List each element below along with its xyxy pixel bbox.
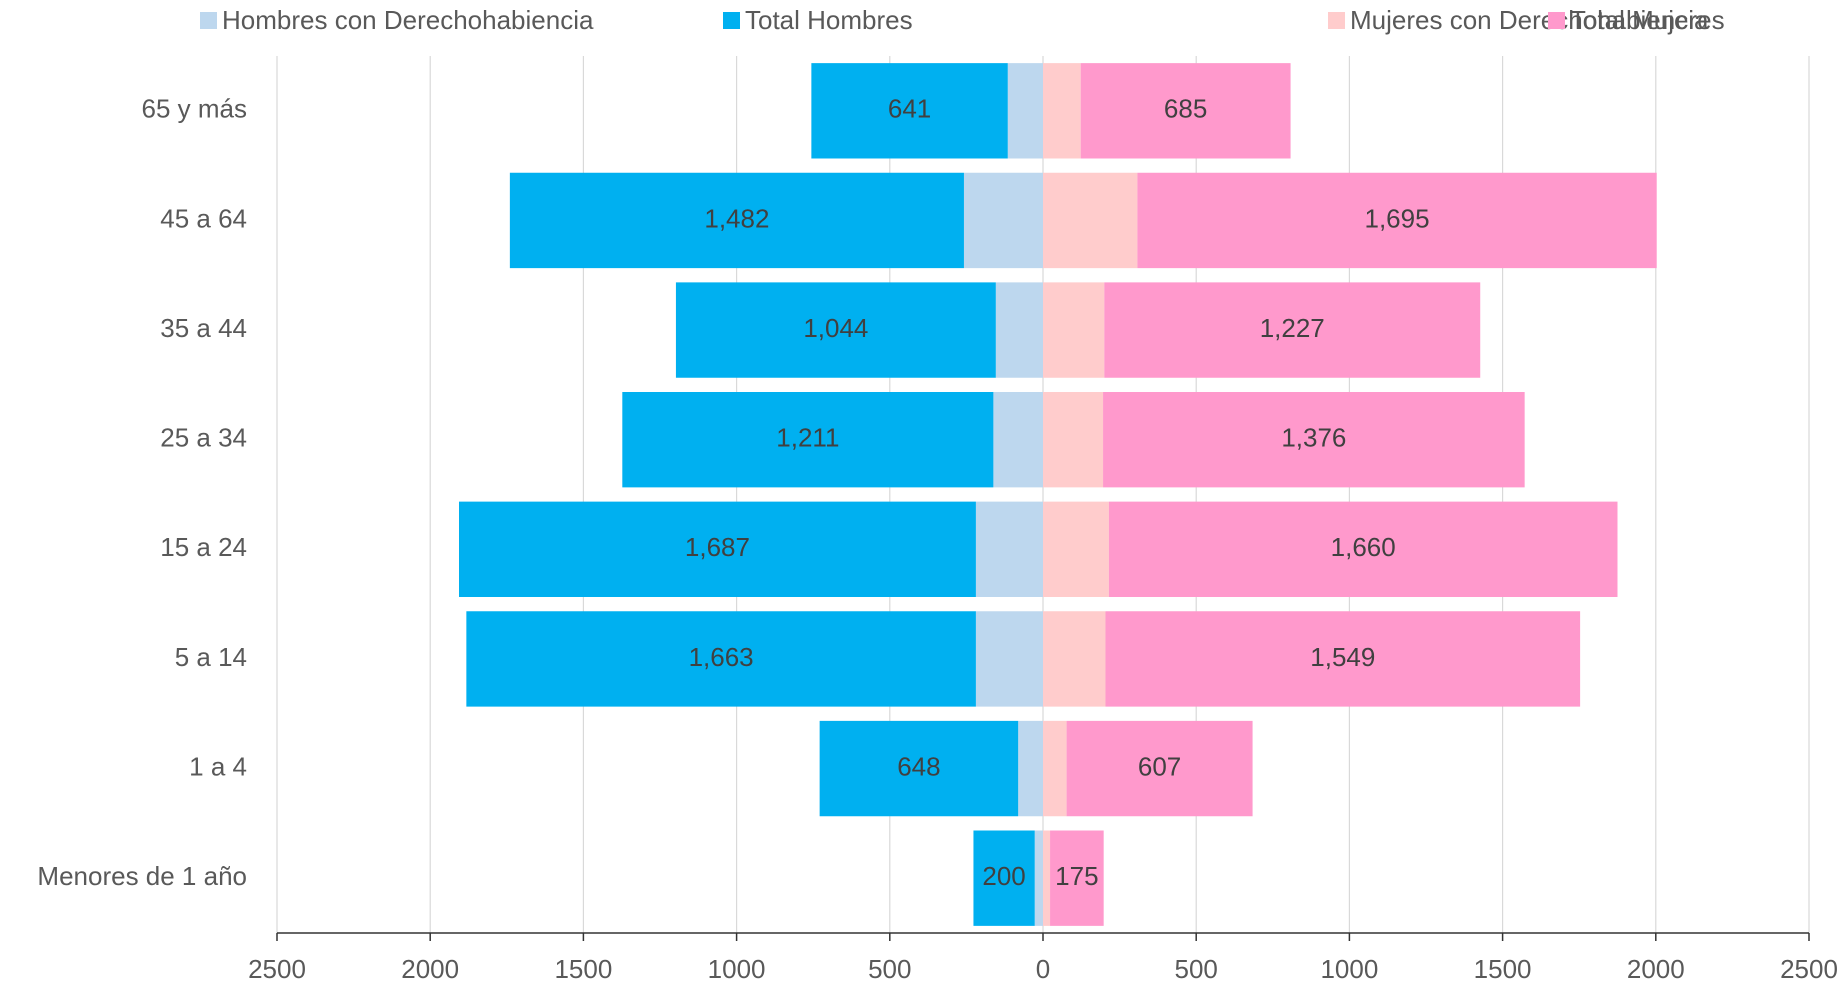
x-tick-label: 500 [1175,954,1218,984]
y-tick-label: 5 a 14 [175,642,247,672]
x-tick-label: 500 [868,954,911,984]
bar [1066,720,1253,817]
bar [1043,172,1138,269]
bar [1137,172,1657,269]
bar [993,392,1043,488]
bar [459,501,976,597]
y-tick-label: 45 a 64 [160,203,247,233]
bar [1043,63,1081,159]
x-tick-label: 2000 [401,954,459,984]
bar [1103,392,1525,488]
x-tick-label: 1500 [1474,954,1532,984]
legend-swatch [200,12,217,29]
data-label: 1,044 [803,313,868,343]
data-label: 1,660 [1331,532,1396,562]
bar [1043,611,1106,707]
y-tick-label: 25 a 34 [160,423,247,453]
legend-swatch [1328,12,1345,29]
bar [509,172,964,269]
data-label: 1,211 [776,423,839,453]
bar [1043,501,1109,597]
bar [1043,282,1105,378]
x-tick-label: 2500 [248,954,306,984]
data-label: 685 [1164,94,1207,124]
legend-label: Total Hombres [745,5,913,35]
data-label: 1,687 [685,532,750,562]
bar [963,172,1043,269]
x-tick-label: 1000 [1320,954,1378,984]
y-tick-label: 65 y más [142,94,248,124]
y-tick-label: 35 a 44 [160,313,247,343]
bar [1034,830,1043,926]
data-label: 648 [897,751,940,781]
legend-swatch [723,12,740,29]
data-label: 1,663 [689,642,754,672]
legend-label: Mujeres con Derechohabiencia [1350,5,1709,35]
x-tick-label: 1000 [708,954,766,984]
data-label: 200 [982,861,1025,891]
bar [811,63,1008,159]
legend-swatch [1548,12,1565,29]
bar [975,501,1043,597]
bar [1043,392,1104,488]
bar [1018,720,1043,817]
x-tick-label: 0 [1036,954,1050,984]
bar [1108,501,1618,597]
x-tick-label: 2500 [1780,954,1838,984]
bar [819,720,1019,817]
data-label: 1,227 [1260,313,1325,343]
bar [1050,830,1104,926]
data-label: 641 [888,94,931,124]
y-tick-label: Menores de 1 año [37,861,247,891]
bar [466,611,976,707]
legend-label: Hombres con Derechohabiencia [222,5,594,35]
bar [995,282,1043,378]
bar [975,611,1043,707]
y-tick-label: 15 a 24 [160,532,247,562]
bar [1080,63,1291,159]
data-label: 1,695 [1365,203,1430,233]
data-label: 1,482 [704,203,769,233]
data-label: 175 [1055,861,1098,891]
data-label: 607 [1138,751,1181,781]
x-tick-label: 1500 [554,954,612,984]
legend-label: Total Mujeres [1570,5,1725,35]
bar [1007,63,1043,159]
y-tick-label: 1 a 4 [189,751,247,781]
bar [973,830,1035,926]
bar [1105,611,1581,707]
bar [1043,720,1067,817]
data-label: 1,376 [1281,423,1346,453]
bar [675,282,996,378]
bar [622,392,994,488]
bar [1043,830,1051,926]
data-label: 1,549 [1310,642,1375,672]
bar [1104,282,1481,378]
x-tick-label: 2000 [1627,954,1685,984]
